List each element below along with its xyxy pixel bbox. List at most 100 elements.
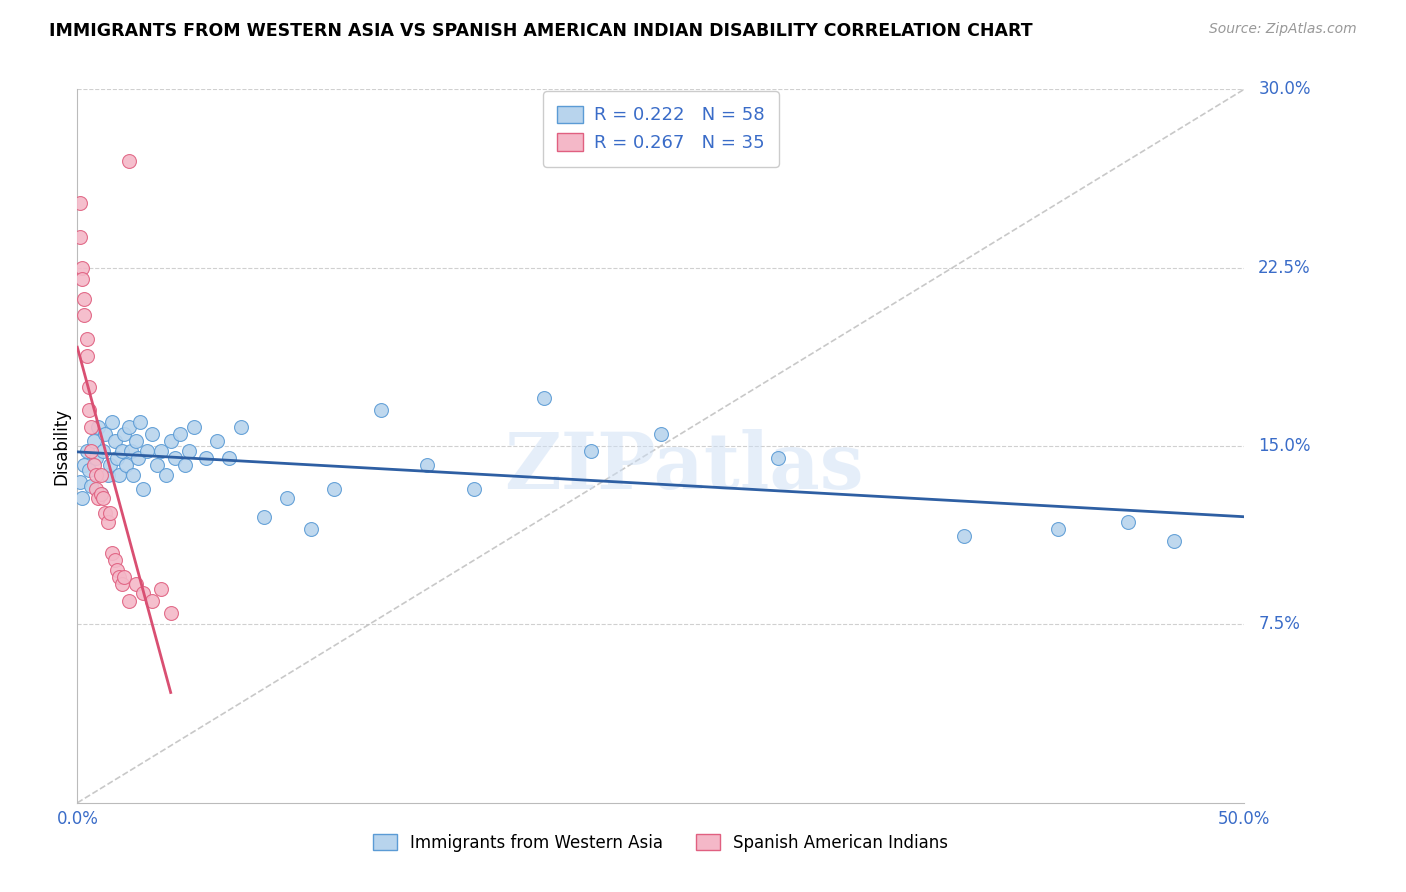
Point xyxy=(105,450,128,465)
Point xyxy=(150,582,173,596)
Y-axis label: Disability: Disability xyxy=(52,408,70,484)
Point xyxy=(108,570,131,584)
Point xyxy=(416,458,439,472)
Point xyxy=(73,308,96,322)
Point xyxy=(104,553,127,567)
Point xyxy=(83,458,105,472)
Point xyxy=(533,392,555,406)
Point xyxy=(90,486,112,500)
Point xyxy=(173,458,195,472)
Point xyxy=(80,479,103,493)
Point xyxy=(136,443,159,458)
Point xyxy=(118,153,141,168)
Point xyxy=(299,522,322,536)
Point xyxy=(97,515,120,529)
Point xyxy=(141,593,163,607)
Point xyxy=(115,458,138,472)
Legend: Immigrants from Western Asia, Spanish American Indians: Immigrants from Western Asia, Spanish Am… xyxy=(367,828,955,859)
Point xyxy=(159,606,181,620)
Point xyxy=(194,450,217,465)
Point xyxy=(463,482,485,496)
Point xyxy=(112,427,135,442)
Point xyxy=(953,529,976,543)
Point xyxy=(118,593,141,607)
Point xyxy=(94,506,117,520)
Point xyxy=(131,586,153,600)
Point xyxy=(124,434,148,449)
Point xyxy=(70,272,93,286)
Point xyxy=(111,443,134,458)
Point xyxy=(90,486,112,500)
Point xyxy=(229,420,252,434)
Point xyxy=(129,415,152,429)
Point xyxy=(155,467,177,482)
Text: 22.5%: 22.5% xyxy=(1258,259,1310,277)
Point xyxy=(108,467,131,482)
Point xyxy=(91,491,114,506)
Point xyxy=(69,229,91,244)
Point xyxy=(84,467,107,482)
Point xyxy=(127,450,149,465)
Point xyxy=(91,443,114,458)
Point xyxy=(69,196,91,211)
Point xyxy=(120,443,142,458)
Point xyxy=(77,463,100,477)
Point xyxy=(80,443,103,458)
Point xyxy=(159,434,181,449)
Point xyxy=(70,491,93,506)
Point xyxy=(77,403,100,417)
Point xyxy=(111,577,134,591)
Point xyxy=(76,349,98,363)
Point xyxy=(370,403,392,417)
Point xyxy=(766,450,789,465)
Point xyxy=(179,443,201,458)
Point xyxy=(84,482,107,496)
Point xyxy=(98,458,121,472)
Point xyxy=(73,292,96,306)
Point xyxy=(131,482,153,496)
Text: 7.5%: 7.5% xyxy=(1258,615,1301,633)
Point xyxy=(1163,534,1185,549)
Text: 15.0%: 15.0% xyxy=(1258,437,1310,455)
Point xyxy=(122,467,145,482)
Point xyxy=(105,563,128,577)
Point xyxy=(69,475,91,489)
Point xyxy=(76,332,98,346)
Point xyxy=(101,415,124,429)
Point xyxy=(276,491,298,506)
Point xyxy=(104,434,127,449)
Point xyxy=(112,570,135,584)
Point xyxy=(94,427,117,442)
Point xyxy=(579,443,602,458)
Point xyxy=(1046,522,1069,536)
Point xyxy=(84,450,107,465)
Point xyxy=(98,506,121,520)
Point xyxy=(650,427,672,442)
Text: IMMIGRANTS FROM WESTERN ASIA VS SPANISH AMERICAN INDIAN DISABILITY CORRELATION C: IMMIGRANTS FROM WESTERN ASIA VS SPANISH … xyxy=(49,22,1033,40)
Point xyxy=(253,510,276,524)
Point xyxy=(145,458,167,472)
Point xyxy=(87,420,110,434)
Point xyxy=(165,450,187,465)
Point xyxy=(97,467,120,482)
Point xyxy=(80,420,103,434)
Point xyxy=(218,450,240,465)
Point xyxy=(207,434,229,449)
Point xyxy=(323,482,346,496)
Text: ZIPatlas: ZIPatlas xyxy=(505,429,863,506)
Point xyxy=(183,420,205,434)
Point xyxy=(124,577,148,591)
Point xyxy=(101,546,124,560)
Text: 30.0%: 30.0% xyxy=(1258,80,1310,98)
Point xyxy=(83,434,105,449)
Text: Source: ZipAtlas.com: Source: ZipAtlas.com xyxy=(1209,22,1357,37)
Point xyxy=(150,443,173,458)
Point xyxy=(90,467,112,482)
Point xyxy=(70,260,93,275)
Point xyxy=(73,458,96,472)
Point xyxy=(76,443,98,458)
Point xyxy=(87,491,110,506)
Point xyxy=(1116,515,1139,529)
Point xyxy=(141,427,163,442)
Point xyxy=(169,427,191,442)
